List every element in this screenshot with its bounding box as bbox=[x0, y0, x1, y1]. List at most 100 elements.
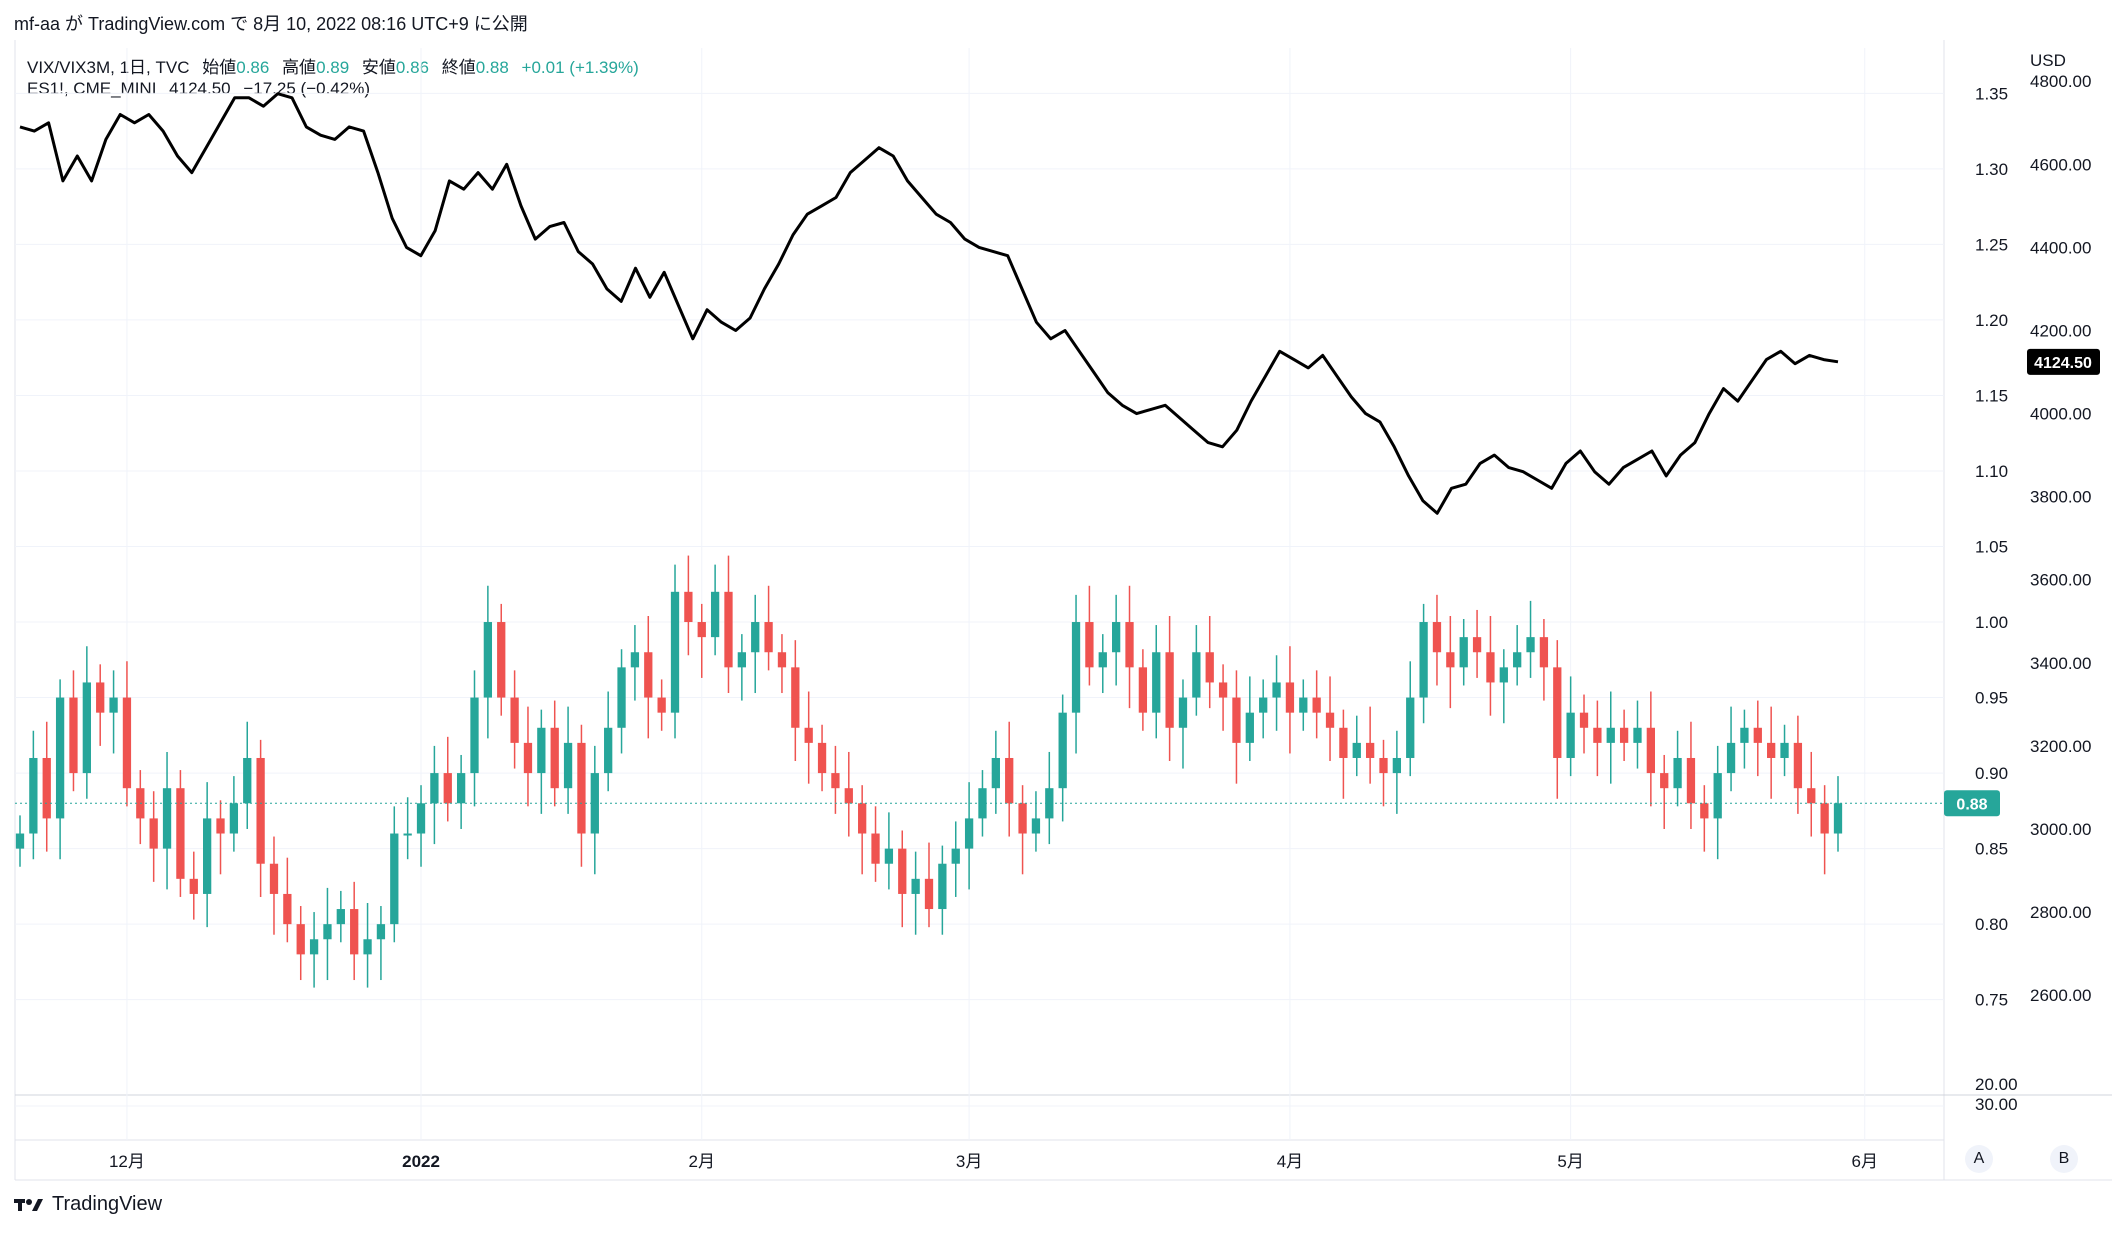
scale-b-button[interactable]: B bbox=[2050, 1145, 2078, 1173]
candle bbox=[1365, 742, 1375, 758]
y-tick-label-left: 1.25 bbox=[1975, 235, 2008, 254]
candle bbox=[1820, 803, 1829, 834]
candle bbox=[978, 788, 987, 819]
footer-brand: TradingView bbox=[14, 1193, 162, 1216]
candle bbox=[697, 622, 706, 638]
candle bbox=[1767, 742, 1776, 758]
candle bbox=[162, 788, 172, 849]
auto-scale-button[interactable]: A bbox=[1965, 1145, 1993, 1173]
candle bbox=[1432, 622, 1442, 653]
legend-symbol[interactable]: VIX/VIX3M, 1日, TVC bbox=[27, 58, 190, 77]
candle bbox=[1138, 667, 1148, 713]
candle bbox=[1472, 637, 1482, 653]
candle bbox=[1646, 727, 1655, 774]
candle bbox=[1218, 682, 1228, 698]
low-label: 安値 bbox=[361, 58, 396, 77]
y-tick-label-right: 4000.00 bbox=[2030, 405, 2091, 424]
candle bbox=[15, 833, 25, 849]
y-tick-label-left: 0.75 bbox=[1975, 991, 2008, 1010]
y-tick-label-left: 0.80 bbox=[1975, 915, 2008, 934]
candle bbox=[1660, 773, 1669, 789]
y-tick-label-right: 3400.00 bbox=[2030, 654, 2091, 673]
candle bbox=[1566, 712, 1575, 758]
candle bbox=[1098, 652, 1107, 668]
candle bbox=[376, 924, 386, 940]
x-tick-label: 2月 bbox=[689, 1152, 715, 1171]
open-value: 0.86 bbox=[236, 58, 270, 77]
candle bbox=[737, 652, 746, 668]
candle bbox=[1686, 757, 1696, 804]
candle bbox=[791, 667, 800, 728]
candle bbox=[256, 757, 265, 864]
candle bbox=[1807, 788, 1816, 804]
candle bbox=[1726, 742, 1736, 774]
candle bbox=[951, 848, 960, 864]
candle bbox=[1700, 803, 1709, 819]
candle bbox=[1005, 757, 1014, 804]
candle bbox=[644, 652, 653, 698]
y-tick-label-left: 1.20 bbox=[1975, 311, 2008, 330]
y-tick-label-left: 0.85 bbox=[1975, 840, 2008, 859]
candle bbox=[1058, 712, 1067, 789]
candle bbox=[1740, 727, 1749, 743]
candle bbox=[577, 742, 586, 834]
candle bbox=[537, 727, 546, 774]
candle bbox=[1205, 652, 1214, 683]
publish-info: mf-aa が TradingView.com で 8月 10, 2022 08… bbox=[14, 14, 528, 34]
candle bbox=[831, 773, 840, 789]
candle bbox=[443, 773, 452, 804]
candle bbox=[363, 939, 372, 955]
high-label: 高値 bbox=[282, 58, 317, 77]
high-value: 0.89 bbox=[316, 58, 350, 77]
candle bbox=[309, 939, 319, 955]
candle bbox=[630, 652, 640, 668]
candle bbox=[1339, 727, 1348, 758]
es-line bbox=[19, 92, 1839, 515]
change-value: +0.01 (+1.39%) bbox=[521, 58, 639, 77]
open-label: 始値 bbox=[202, 58, 237, 77]
candle bbox=[1619, 727, 1629, 743]
candle bbox=[269, 863, 279, 894]
x-tick-label: 12月 bbox=[109, 1152, 145, 1171]
candle bbox=[1446, 652, 1455, 668]
candle bbox=[871, 833, 880, 864]
es-price-badge bbox=[2027, 348, 2100, 375]
ratio-price-badge-text: 0.88 bbox=[1956, 796, 1987, 813]
candle bbox=[1793, 742, 1803, 789]
candle bbox=[29, 757, 38, 834]
y-tick-label-right: 3000.00 bbox=[2030, 820, 2091, 839]
candle bbox=[1780, 742, 1789, 758]
candle bbox=[1245, 712, 1254, 743]
candle bbox=[911, 878, 920, 894]
candle bbox=[764, 622, 773, 653]
currency-label: USD bbox=[2030, 51, 2066, 70]
candle bbox=[1325, 712, 1335, 728]
x-tick-label: 5月 bbox=[1557, 1152, 1583, 1171]
candle bbox=[1539, 637, 1549, 668]
x-tick-label: 3月 bbox=[956, 1152, 982, 1171]
candle bbox=[1165, 652, 1174, 728]
candle bbox=[1071, 622, 1081, 713]
candle bbox=[82, 682, 91, 774]
candle bbox=[924, 878, 934, 910]
candle bbox=[590, 773, 599, 834]
candle bbox=[69, 697, 78, 774]
candle bbox=[563, 742, 573, 789]
candle bbox=[1526, 637, 1535, 653]
ratio-price-badge bbox=[1944, 790, 2000, 817]
candle bbox=[523, 742, 533, 774]
candle bbox=[176, 788, 185, 879]
candle bbox=[1232, 697, 1241, 743]
candle bbox=[122, 697, 132, 789]
lower-pane-tick: 30.00 bbox=[1975, 1095, 2018, 1114]
y-tick-label-left: 1.35 bbox=[1975, 84, 2008, 103]
candle bbox=[216, 818, 225, 834]
candle bbox=[1606, 727, 1615, 743]
candle bbox=[1459, 637, 1468, 668]
candle bbox=[1259, 697, 1268, 713]
candle bbox=[804, 727, 813, 743]
candle bbox=[724, 591, 733, 668]
candle bbox=[1031, 818, 1041, 834]
candle bbox=[416, 803, 426, 834]
